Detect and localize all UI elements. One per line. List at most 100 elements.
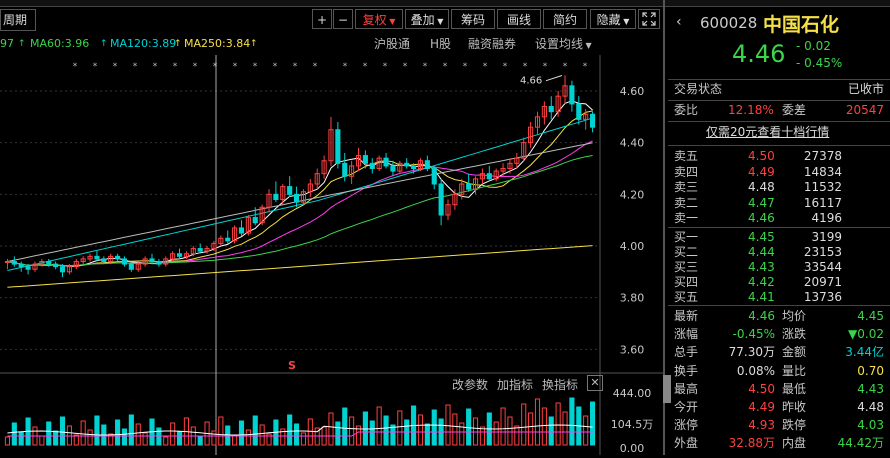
candle-body <box>307 183 313 193</box>
chevron-left-icon[interactable]: ‹ <box>676 14 682 30</box>
volume-bar <box>383 415 389 446</box>
event-marker: * <box>233 62 238 72</box>
candle-body <box>218 237 224 244</box>
weicha-value: 20547 <box>845 103 884 117</box>
top-navigation-strip[interactable] <box>0 0 890 7</box>
stat-label: 均价 <box>782 309 807 323</box>
divider <box>668 145 890 146</box>
huaxian-button[interactable]: 画线 <box>497 9 541 29</box>
hgu-link[interactable]: H股 <box>430 37 452 51</box>
expand-icon[interactable] <box>638 9 660 29</box>
stat-label: 涨跌 <box>782 327 807 342</box>
event-marker: * <box>423 62 428 72</box>
chevron-down-icon: ▼ <box>583 41 592 50</box>
candle-body <box>25 266 31 270</box>
bid-row[interactable]: 买五 4.41 13736 <box>668 289 890 306</box>
candle-body <box>479 173 485 180</box>
jiazhibiao-link[interactable]: 加指标 <box>497 378 534 392</box>
candle-body <box>534 116 541 128</box>
candle-body <box>521 142 527 159</box>
volume-bar <box>252 415 258 446</box>
bid-row[interactable]: 买四 4.42 20971 <box>668 274 890 291</box>
gaicanshu-link[interactable]: 改参数 <box>452 378 489 392</box>
candle-body <box>507 162 513 170</box>
ma250-line <box>7 245 593 288</box>
candle-body <box>493 170 499 180</box>
stat-label: 金额 <box>782 345 807 360</box>
hugutong-link[interactable]: 沪股通 <box>374 37 411 51</box>
price-tick-label: 4.20 <box>620 188 645 201</box>
ma-settings-dropdown[interactable]: 设置均线 ▼ <box>535 35 592 52</box>
candle-body <box>232 227 238 242</box>
candle-body <box>149 258 155 263</box>
status-value: 已收市 <box>847 82 884 96</box>
volume-bar <box>514 425 520 446</box>
ask-row[interactable]: 卖五 4.50 27378 <box>668 148 890 165</box>
volume-bar <box>534 398 541 446</box>
bid-volume: 20971 <box>803 275 842 289</box>
ask-price: 4.47 <box>748 195 775 210</box>
stat-row: 外盘 32.88万 内盘 44.42万 <box>668 435 890 452</box>
divider <box>668 227 890 228</box>
close-icon[interactable]: ✕ <box>587 375 603 391</box>
rongzi-link[interactable]: 融资融券 <box>468 37 517 51</box>
huanzhibiao-link[interactable]: 换指标 <box>542 378 579 392</box>
stat-row: 涨停 4.93 跌停 4.03 <box>668 417 890 434</box>
weibi-row: 委比 12.18% 委差 20547 <box>668 102 890 119</box>
candle-body <box>562 85 568 97</box>
candle-body <box>273 193 279 200</box>
candle-body <box>397 162 403 172</box>
kline-chart-svg[interactable]: 4.60 4.40 4.20 4.00 3.80 3.60 * * * * * * * * * * * * * * * *… <box>0 55 663 455</box>
volume-bar <box>500 407 506 446</box>
ma-indicator-bar: 97 ↑ MA60:3.96 ↑ MA120:3.89 ↑ MA250:3.84… <box>0 35 663 53</box>
zoom-out-button[interactable]: − <box>333 9 353 29</box>
event-marker: * <box>583 62 588 72</box>
volume-bar <box>452 413 458 446</box>
volume-bar <box>521 403 527 446</box>
ask-row[interactable]: 卖三 4.48 11532 <box>668 179 890 196</box>
weibi-label: 委比 <box>674 103 699 117</box>
price-tick-label: 4.00 <box>620 240 645 253</box>
volume-bar <box>11 422 17 446</box>
bid-price: 4.44 <box>748 245 775 259</box>
candle-body <box>211 242 217 250</box>
last-price: 4.46 <box>732 40 786 68</box>
candle-body <box>287 186 293 195</box>
panel-collapse-handle[interactable] <box>663 375 671 403</box>
volume-bar <box>355 425 362 446</box>
bid-row[interactable]: 买二 4.44 23153 <box>668 244 890 261</box>
kline-chart-area[interactable]: 4.60 4.40 4.20 4.00 3.80 3.60 * * * * * * * * * * * * * * * *… <box>0 55 663 455</box>
volume-bar <box>349 416 355 446</box>
bid-row[interactable]: 买三 4.43 33544 <box>668 259 890 276</box>
ten-levels-link[interactable]: 仅需20元查看十档行情 <box>706 125 830 139</box>
candle-body <box>11 261 17 265</box>
chevron-down-icon: ▼ <box>386 17 396 26</box>
volume-tick-label: 104.5万 <box>611 418 654 431</box>
ask-row[interactable]: 卖二 4.47 16117 <box>668 195 890 212</box>
ask-row[interactable]: 卖一 4.46 4196 <box>668 210 890 227</box>
panel-divider[interactable] <box>663 0 665 455</box>
event-marker: * <box>213 62 218 72</box>
candle-body <box>87 255 93 260</box>
diejia-dropdown[interactable]: 叠加 ▼ <box>405 9 449 29</box>
bid-row[interactable]: 买一 4.45 3199 <box>668 229 890 246</box>
jianyue-button[interactable]: 简约 <box>543 9 587 29</box>
yincang-dropdown[interactable]: 隐藏 ▼ <box>590 9 636 29</box>
event-marker: * <box>343 62 348 72</box>
fuquan-dropdown[interactable]: 复权 ▼ <box>355 9 403 29</box>
period-select[interactable]: 周期 <box>0 9 36 31</box>
candle-body <box>163 258 169 265</box>
stat-value: 3.44亿 <box>845 345 884 360</box>
ma60-value: MA60:3.96 <box>30 37 90 50</box>
ask-row[interactable]: 卖四 4.49 14834 <box>668 164 890 181</box>
choumai-button[interactable]: 筹码 <box>451 9 495 29</box>
stat-value: 4.48 <box>857 400 884 414</box>
bid-price: 4.41 <box>748 290 775 304</box>
candle-body <box>445 204 451 216</box>
zoom-in-button[interactable]: + <box>312 9 332 29</box>
stat-value: 4.49 <box>748 400 775 414</box>
volume-bar <box>397 410 403 446</box>
candle-body <box>32 263 38 270</box>
candle-body <box>225 237 231 242</box>
bid-volume: 23153 <box>803 245 842 259</box>
